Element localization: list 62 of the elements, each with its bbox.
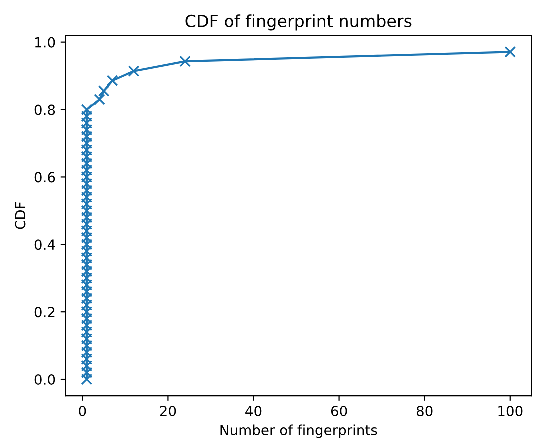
point: [81, 178, 93, 190]
point: [81, 266, 93, 278]
point: [81, 118, 93, 129]
x-tick-label: 0: [79, 406, 86, 417]
point: [81, 212, 93, 224]
point: [81, 124, 93, 136]
y-tick-label: 0.0: [34, 374, 56, 385]
point: [180, 56, 192, 68]
point: [81, 158, 93, 170]
point: [81, 354, 93, 365]
point: [81, 360, 93, 372]
point: [81, 232, 93, 244]
point: [81, 313, 93, 325]
x-tick-label: 20: [160, 406, 176, 417]
point: [81, 164, 93, 176]
point: [81, 131, 93, 142]
point: [81, 151, 93, 163]
point: [81, 286, 93, 298]
point: [81, 144, 93, 156]
point: [81, 225, 93, 237]
y-tick-label: 0.4: [34, 240, 56, 250]
x-tick-label: 40: [246, 406, 262, 417]
point: [81, 198, 93, 210]
point: [81, 300, 93, 312]
point: [81, 205, 93, 217]
y-tick-label: 0.6: [34, 172, 56, 183]
point: [81, 104, 93, 116]
point: [81, 138, 93, 150]
point: [81, 367, 93, 378]
point: [98, 86, 110, 97]
point: [81, 333, 93, 345]
point: [81, 279, 93, 291]
point: [81, 246, 93, 258]
x-tick-label: 80: [416, 406, 433, 417]
y-tick-label: 0.2: [34, 307, 55, 318]
x-tick-label: 100: [498, 406, 523, 417]
point: [81, 110, 93, 122]
point: [94, 94, 106, 106]
point: [81, 192, 93, 204]
point: [106, 75, 118, 86]
point: [81, 374, 93, 386]
point: [81, 320, 93, 332]
point: [81, 346, 93, 358]
point: [81, 272, 93, 284]
x-tick-label: 60: [331, 406, 348, 417]
point: [81, 252, 93, 264]
x-axis-title: Number of fingerprints: [220, 424, 378, 438]
y-tick-label: 0.8: [34, 104, 56, 116]
y-tick-label: 1.0: [35, 37, 56, 48]
point: [81, 238, 93, 250]
point: [81, 292, 93, 304]
y-axis-title: CDF: [15, 202, 26, 230]
point: [81, 340, 93, 352]
point: [81, 185, 93, 196]
point: [81, 306, 93, 318]
point: [504, 46, 516, 58]
chart-title: CDF of fingerprint numbers: [186, 14, 412, 31]
point: [128, 66, 140, 78]
point: [81, 218, 93, 230]
point: [81, 259, 93, 271]
point: [81, 172, 93, 183]
point: [81, 326, 93, 338]
